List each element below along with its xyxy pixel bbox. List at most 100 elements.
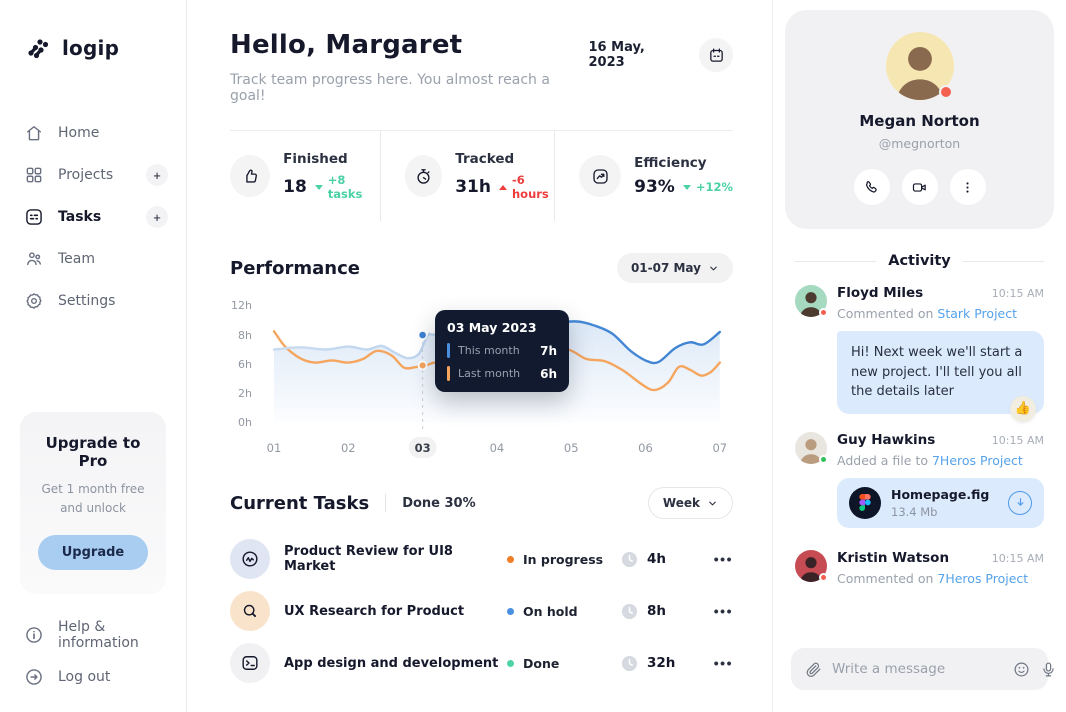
upgrade-card: Upgrade to Pro Get 1 month free and unlo… [20, 412, 166, 595]
thumbs-up-reaction[interactable]: 👍 [1010, 395, 1036, 422]
stopwatch-icon [414, 167, 433, 186]
date-range-dropdown[interactable]: 01-07 May [616, 253, 733, 283]
file-attachment-card[interactable]: Homepage.fig 13.4 Mb [837, 477, 1044, 528]
activity-timestamp: 10:15 AM [991, 287, 1044, 300]
logo-icon [24, 34, 52, 62]
svg-text:07: 07 [712, 441, 727, 455]
activity-entry-top: Floyd Miles 10:15 AM [837, 285, 1044, 301]
activity-entry: Guy Hawkins 10:15 AM Added a file to 7Hero… [795, 431, 1044, 468]
call-button[interactable] [853, 169, 890, 205]
file-info: Homepage.fig 13.4 Mb [891, 487, 989, 519]
triangle-down-icon [314, 184, 323, 190]
project-link[interactable]: 7Heros Project [937, 570, 1029, 586]
profile-name: Megan Norton [859, 112, 980, 130]
task-row[interactable]: Product Review for UI8 Market In progress… [230, 539, 733, 579]
activity-action: Commented on 7Heros Project [837, 570, 1029, 586]
task-row[interactable]: App design and development Done 32h ••• [230, 643, 733, 683]
message-input[interactable] [832, 661, 1003, 677]
task-more-button[interactable]: ••• [709, 603, 733, 619]
svg-text:04: 04 [490, 441, 505, 455]
video-call-button[interactable] [901, 169, 938, 205]
more-options-button[interactable] [949, 169, 986, 205]
sidebar-item-label: Help & information [58, 619, 139, 651]
task-status: In progress [507, 552, 621, 567]
activity-action: Commented on Stark Project [837, 306, 1018, 321]
message-bubble: Hi! Next week we'll start a new project.… [837, 331, 1044, 422]
stats-row: Finished 18 +8 tasks Tracked 31h -6 hours Effi… [230, 131, 733, 221]
smiley-icon [1013, 661, 1030, 678]
current-date: 16 May, 2023 [588, 40, 645, 70]
sidebar: logip Home Projects + Tasks + Team Settings Up… [0, 0, 187, 712]
project-link[interactable]: Stark Project [937, 306, 1018, 321]
activity-entry-body: Kristin Watson 10:15 AM Commented on 7Hero… [837, 550, 1044, 586]
status-dot [507, 659, 514, 667]
activity-header: Activity [795, 253, 1044, 269]
svg-text:8h: 8h [238, 329, 252, 342]
series-color-bar [447, 343, 450, 358]
profile-avatar [885, 32, 954, 100]
sidebar-item-home[interactable]: Home [0, 112, 186, 154]
stat-body: Tracked 31h -6 hours [455, 151, 554, 201]
voice-message-button[interactable] [1040, 661, 1057, 678]
upgrade-button[interactable]: Upgrade [37, 535, 149, 571]
sidebar-item-log-out[interactable]: Log out [0, 656, 186, 698]
status-label: On hold [523, 603, 578, 619]
stat-delta: +8 tasks [314, 173, 380, 201]
sidebar-item-label: Log out [58, 669, 111, 685]
stat-label: Finished [283, 151, 348, 167]
status-label: Done [523, 655, 560, 671]
efficiency-icon [591, 167, 610, 186]
download-button[interactable] [1008, 490, 1032, 515]
current-tasks-title: Current Tasks [230, 492, 370, 514]
svg-text:6h: 6h [238, 358, 252, 371]
status-indicator [938, 85, 953, 99]
add-tasks-button[interactable]: + [146, 206, 168, 228]
sidebar-item-tasks[interactable]: Tasks + [0, 196, 186, 238]
sidebar-item-settings[interactable]: Settings [0, 280, 186, 322]
add-projects-button[interactable]: + [146, 164, 168, 186]
project-link[interactable]: 7Heros Project [931, 452, 1023, 468]
more-vertical-icon [960, 180, 975, 195]
task-title: App design and development [284, 655, 499, 671]
thumbs-up-icon [241, 167, 260, 186]
sidebar-item-help-information[interactable]: Help & information [0, 614, 186, 656]
task-row[interactable]: UX Research for Product On hold 8h ••• [230, 591, 733, 631]
stat-icon-wrap [404, 155, 443, 197]
clock-icon [621, 655, 638, 672]
home-icon [24, 123, 44, 143]
stat-value: 31h [455, 177, 491, 197]
tasks-icon [24, 207, 44, 227]
phone-icon [863, 179, 880, 196]
chevron-down-icon [707, 498, 718, 509]
task-more-button[interactable]: ••• [709, 551, 733, 567]
period-dropdown[interactable]: Week [647, 487, 733, 519]
stat-value-row: 31h -6 hours [455, 173, 554, 201]
stat-delta-text: -6 hours [511, 173, 549, 201]
profile-handle: @megnorton [878, 136, 961, 151]
task-status: Done [507, 656, 621, 671]
sidebar-item-team[interactable]: Team [0, 238, 186, 280]
app-logo: logip [0, 0, 186, 62]
task-more-button[interactable]: ••• [709, 655, 733, 671]
logout-icon [24, 667, 44, 687]
divider [385, 494, 387, 512]
attach-button[interactable] [805, 661, 822, 678]
sidebar-nav: Home Projects + Tasks + Team Settings [0, 112, 186, 322]
activity-user-name: Guy Hawkins [837, 431, 936, 448]
chart-tooltip: 03 May 2023 This month 7h Last month 6h [435, 310, 569, 392]
task-hours-value: 8h [647, 603, 667, 619]
tooltip-series-value: 7h [540, 343, 557, 358]
triangle-down-icon [682, 184, 691, 190]
stat-delta-text: +12% [695, 180, 733, 194]
info-icon [24, 625, 44, 645]
file-size: 13.4 Mb [891, 504, 938, 519]
performance-chart: 12h 8h 6h 2h 0h 01 02 03 04 05 06 07 03 May 2023 Th… [230, 295, 733, 463]
divider [962, 260, 1044, 262]
team-icon [24, 249, 44, 269]
task-title: UX Research for Product [284, 603, 465, 619]
sidebar-item-projects[interactable]: Projects + [0, 154, 186, 196]
calendar-button[interactable] [699, 38, 733, 72]
emoji-button[interactable] [1013, 661, 1030, 678]
tooltip-series-label: Last month [458, 367, 521, 380]
